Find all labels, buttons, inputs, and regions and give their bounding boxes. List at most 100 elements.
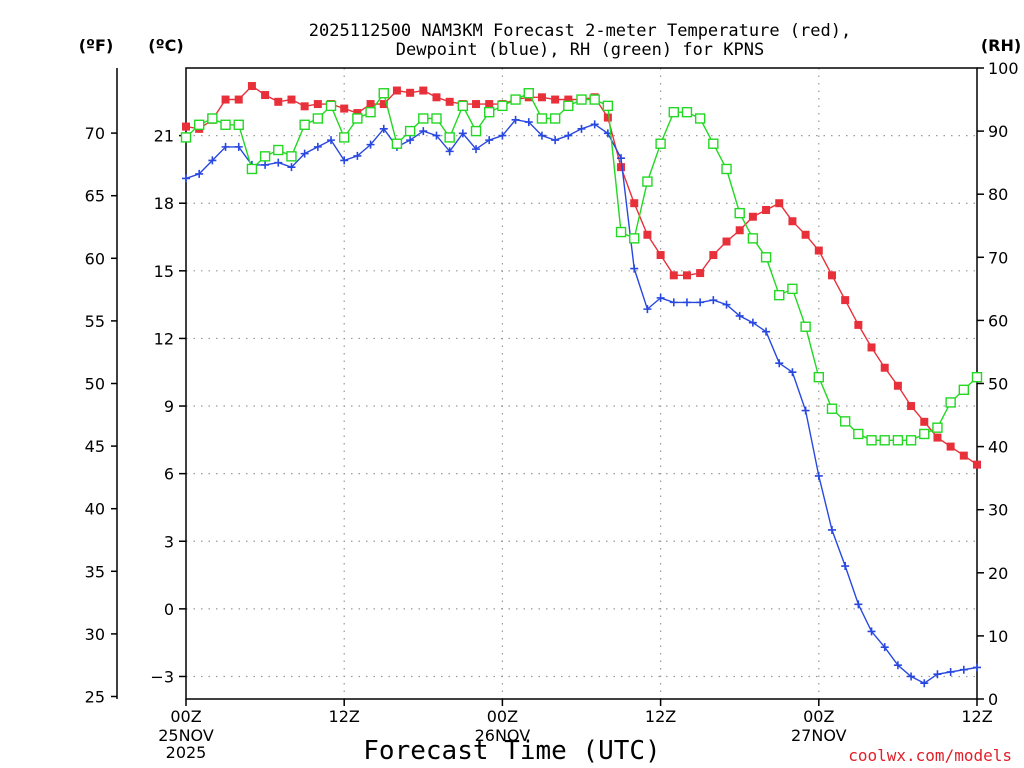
data-point: [630, 264, 639, 273]
data-point: [485, 100, 494, 109]
data-point: [669, 271, 678, 280]
data-point: [603, 113, 612, 122]
data-point: [472, 145, 481, 154]
x-tick-date: 26NOV: [475, 726, 531, 745]
data-point: [300, 149, 309, 158]
axes: −3 0 3 6 9 12 15 18 21 25 30 35 40 45 50 55 60 65 70 0 10 20 3…: [85, 59, 1019, 762]
data-point: [630, 199, 639, 208]
data-point: [234, 142, 243, 151]
data-point: [775, 199, 784, 208]
data-point: [432, 131, 441, 140]
x-tick-year: 2025: [166, 743, 207, 762]
data-point: [313, 100, 322, 109]
data-point: [286, 151, 297, 162]
fahrenheit-tick-label: 70: [85, 124, 105, 143]
data-point: [432, 93, 441, 102]
data-point: [722, 300, 731, 309]
data-point: [774, 289, 785, 301]
data-point: [472, 100, 481, 109]
data-point: [551, 95, 560, 104]
data-point: [866, 435, 877, 446]
fahrenheit-tick-label: 40: [85, 500, 105, 519]
series-line: [185, 119, 978, 685]
data-point: [247, 82, 256, 91]
x-tick-label: 00Z: [803, 707, 834, 726]
credit-link[interactable]: coolwx.com/models: [848, 746, 1012, 765]
data-point: [246, 163, 258, 175]
chart-title-line1: 2025112500 NAM3KM Forecast 2-meter Tempe…: [309, 21, 851, 41]
data-point: [827, 525, 836, 534]
data-point: [867, 627, 876, 636]
data-point: [392, 86, 401, 95]
rh-tick-label: 10: [988, 627, 1008, 646]
data-point: [801, 230, 810, 239]
data-point: [945, 397, 956, 408]
data-point: [892, 435, 904, 446]
data-point: [920, 679, 929, 688]
x-tick-label: 12Z: [645, 707, 676, 726]
data-point: [273, 144, 284, 156]
data-point: [682, 271, 691, 280]
data-point: [747, 233, 759, 244]
celsius-tick-label: 0: [164, 600, 174, 619]
rh-tick-label: 100: [988, 59, 1019, 78]
data-point: [721, 163, 732, 175]
data-point: [419, 127, 428, 136]
data-point: [445, 147, 454, 156]
data-point: [287, 95, 296, 104]
data-point: [800, 321, 811, 332]
celsius-tick-label: −3: [150, 667, 174, 686]
data-point: [867, 343, 876, 352]
data-point: [458, 129, 467, 138]
data-point: [234, 95, 243, 104]
data-point: [775, 359, 784, 368]
series-dewpoint: [182, 115, 981, 688]
data-point: [696, 298, 705, 307]
celsius-tick-label: 9: [164, 397, 174, 416]
data-point: [973, 663, 981, 672]
data-point: [182, 174, 190, 183]
data-point: [419, 86, 428, 95]
data-point: [406, 136, 415, 145]
data-point: [696, 269, 705, 278]
data-point: [854, 320, 863, 329]
data-point: [457, 100, 469, 112]
rh-tick-label: 20: [988, 564, 1008, 583]
data-point: [880, 643, 889, 652]
data-point: [958, 384, 970, 396]
data-point: [617, 154, 626, 163]
data-point: [524, 118, 533, 127]
fahrenheit-tick-label: 50: [85, 375, 105, 394]
data-point: [391, 138, 403, 149]
data-point: [642, 176, 653, 187]
data-point: [221, 95, 230, 104]
data-point: [537, 131, 546, 140]
data-point: [617, 163, 626, 172]
data-point: [708, 138, 719, 149]
data-point: [549, 113, 561, 124]
data-point: [841, 562, 850, 571]
data-point: [259, 151, 271, 162]
data-point: [615, 226, 627, 238]
data-point: [589, 94, 600, 105]
data-point: [313, 142, 322, 151]
data-point: [444, 132, 455, 143]
data-point: [261, 91, 270, 100]
data-point: [353, 109, 362, 118]
data-point: [735, 226, 744, 235]
data-point: [563, 100, 574, 112]
data-point: [497, 100, 508, 112]
data-point: [788, 368, 797, 377]
x-tick-label: 12Z: [961, 707, 992, 726]
data-point: [879, 435, 890, 446]
data-point: [681, 106, 693, 118]
data-point: [564, 95, 573, 104]
data-point: [602, 100, 614, 112]
celsius-unit-label: (ºC): [148, 36, 183, 55]
data-point: [274, 158, 283, 167]
data-point: [893, 661, 902, 670]
data-point: [920, 417, 929, 426]
celsius-tick-label: 3: [164, 532, 174, 551]
fahrenheit-tick-label: 45: [85, 437, 105, 456]
data-point: [787, 283, 798, 295]
